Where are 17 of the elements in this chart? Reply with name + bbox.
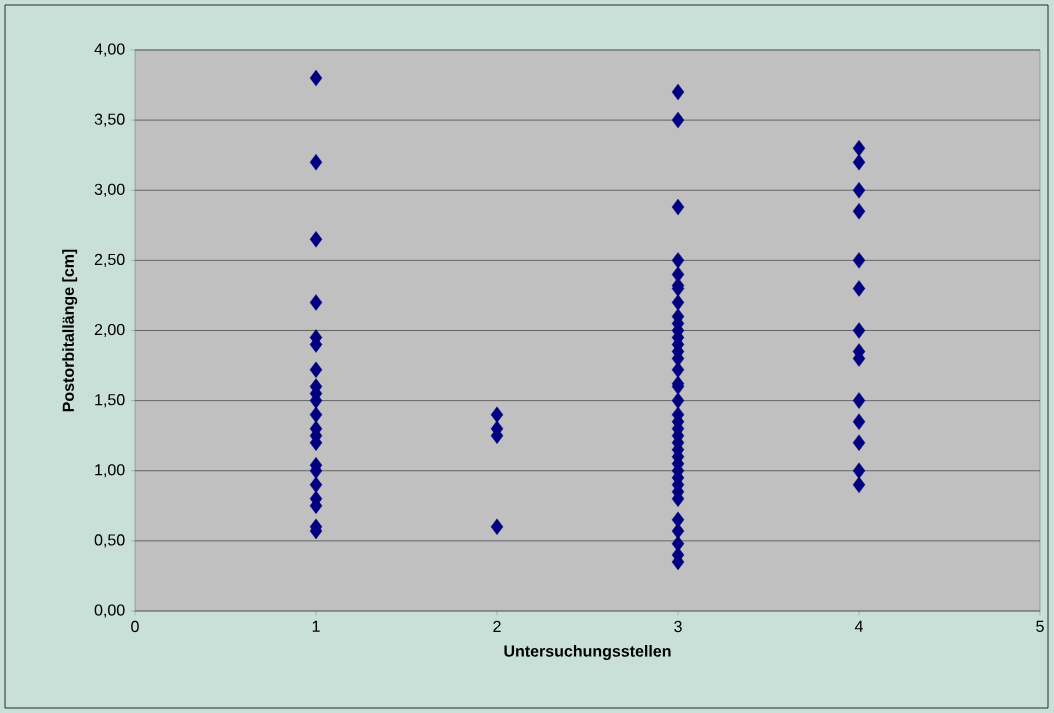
y-tick-label: 4,00 [94, 43, 125, 57]
x-tick-label: 1 [312, 620, 320, 632]
x-tick-label: 2 [493, 620, 501, 632]
y-tick-label: 3,50 [94, 113, 125, 127]
y-tick-label: 1,50 [95, 394, 125, 408]
y-tick-label: 3,00 [94, 183, 125, 197]
y-tick-label: 0,50 [94, 534, 125, 548]
y-tick-label: 1,00 [95, 464, 125, 478]
x-tick-label: 3 [674, 620, 682, 633]
y-tick-label: 0,00 [94, 604, 125, 618]
x-tick-label: 5 [1036, 620, 1044, 632]
y-tick-label: 2,50 [94, 253, 125, 267]
x-tick-label: 4 [854, 620, 863, 632]
x-tick-label: 0 [131, 620, 139, 633]
y-axis-title: Postorbitallänge [cm] [62, 249, 78, 412]
y-tick-label: 2,00 [94, 323, 125, 338]
x-axis-title: Untersuchungsstellen [504, 645, 671, 660]
